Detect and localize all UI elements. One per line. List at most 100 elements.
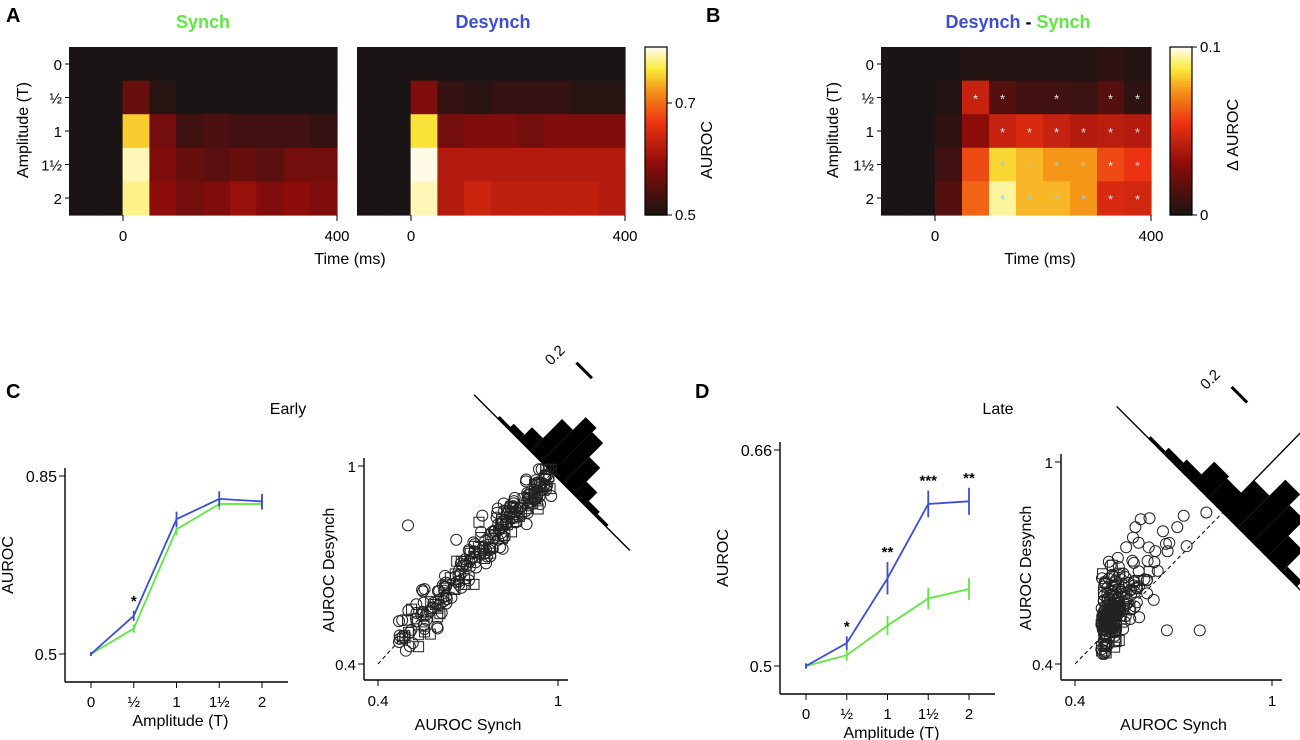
heatmap-cell [357,114,385,149]
heatmap-cell [383,181,412,216]
colorbar-segment [1170,189,1192,194]
heatmap-cell [491,147,519,182]
histogram-bar [1207,478,1242,513]
data-point-square [1106,610,1118,622]
colorbar-segment [645,170,667,174]
data-point-square [535,478,547,490]
data-point-square [399,630,411,642]
heatmap-cell [1124,47,1152,82]
colorbar-segment [645,145,667,149]
colorbar-segment [645,114,667,118]
data-point-square [418,620,430,632]
heatmap-cell [1070,147,1098,182]
data-point-square [1132,574,1144,586]
colorbar-segment [645,122,667,126]
heatmap-cell [203,47,231,82]
x-tick-label: 0 [407,228,415,245]
colorbar-segment [1170,184,1192,188]
x-tick-label: 1 [1268,693,1276,710]
heatmap-cell [1124,181,1152,216]
heatmap-cell [1043,114,1071,149]
colorbar-segment [645,159,667,163]
data-point-circle [1119,571,1132,584]
heatmap-cell [935,181,963,216]
data-point-circle [1149,545,1162,558]
data-point-circle [532,463,545,476]
heatmap-cell [95,147,124,182]
colorbar-segment [645,100,667,104]
heatmap-cell [881,147,909,182]
heatmap-cell [1070,47,1098,82]
x-tick-label: 1 [883,706,891,723]
colorbar-segment [1170,77,1192,82]
colorbar-segment [1170,61,1192,65]
heatmap-cell [989,181,1017,216]
heatmap-cell [256,114,284,149]
histogram-bar [1148,436,1166,454]
histogram-bar [595,514,609,528]
data-point-circle [1193,624,1206,637]
row-tick-label: 0 [866,57,874,74]
heatmap-cell [517,181,546,216]
colorbar-segment [645,201,667,205]
panel-c: C Early 0.5 0.85 0 ½ 1 1½ 2 Amplitude (T) AUROC *… [0,342,631,734]
panel-b: B Desynch - Synch Amplitude (T) Time (ms… [706,5,1242,268]
x-axis-label: Amplitude (T) [132,713,228,730]
data-point-square [1097,586,1109,598]
heatmap-cell [464,147,492,182]
histogram-bar [1193,461,1230,498]
heatmap-cell [1097,47,1125,82]
heatmap-cell [310,114,338,149]
data-point-square [417,608,429,620]
panel-letter: A [6,5,20,27]
row-tick-labels: 0 ½ 1 1½ 2 [41,57,69,208]
data-point-square [1100,613,1112,625]
colorbar-segment [645,131,667,135]
colorbar-segment [1170,142,1192,146]
colorbar-segment [1170,55,1192,59]
colorbar-segment [645,133,667,138]
significance-star: * [1027,159,1032,174]
colorbar-segment [645,136,667,140]
colorbar-segment [645,142,667,146]
heatmap-cell [203,80,231,115]
colorbar-segment [645,103,667,107]
colorbar-segment [645,128,667,132]
data-point-square [538,484,550,496]
colorbar-segment [1170,97,1192,101]
significance-star: * [1000,125,1005,140]
significance-star: * [1054,192,1059,207]
data-point-circle [1143,512,1156,525]
y-axis-label: AUROC [715,529,732,587]
heatmap-cell [962,147,990,182]
x-tick-label: 400 [1138,228,1163,245]
x-tick-label: 2 [258,694,266,711]
colorbar-segment [1170,178,1192,182]
significance-star: * [1135,125,1140,140]
heatmap-cell [410,80,438,115]
heatmap-cell [410,114,438,149]
heatmap-cell [229,114,258,149]
heatmap-cell [122,80,150,115]
data-point-square [1114,567,1126,579]
x-axis-label: AUROC Synch [1120,717,1227,734]
heatmap-cell [410,147,438,182]
colorbar-label: Δ AUROC [1225,99,1242,171]
heatmap-cell [1070,181,1098,216]
data-point-circle [418,583,431,596]
colorbar-segment [1170,175,1192,180]
colorbar-segment [1170,203,1192,208]
heatmap-cell [383,147,412,182]
heatmap-cell [310,80,338,115]
heatmap-cell [437,114,465,149]
heatmap-cell [310,47,338,82]
heatmap-cell [881,181,909,216]
colorbar-segment [1170,122,1192,126]
data-point-circle [1200,506,1213,519]
heatmap-cell [176,47,204,82]
data-point-square [1100,647,1112,659]
significance-star: * [1108,159,1113,174]
colorbar-segment [645,66,667,70]
heatmap-title-desynch: Desynch [455,12,530,32]
